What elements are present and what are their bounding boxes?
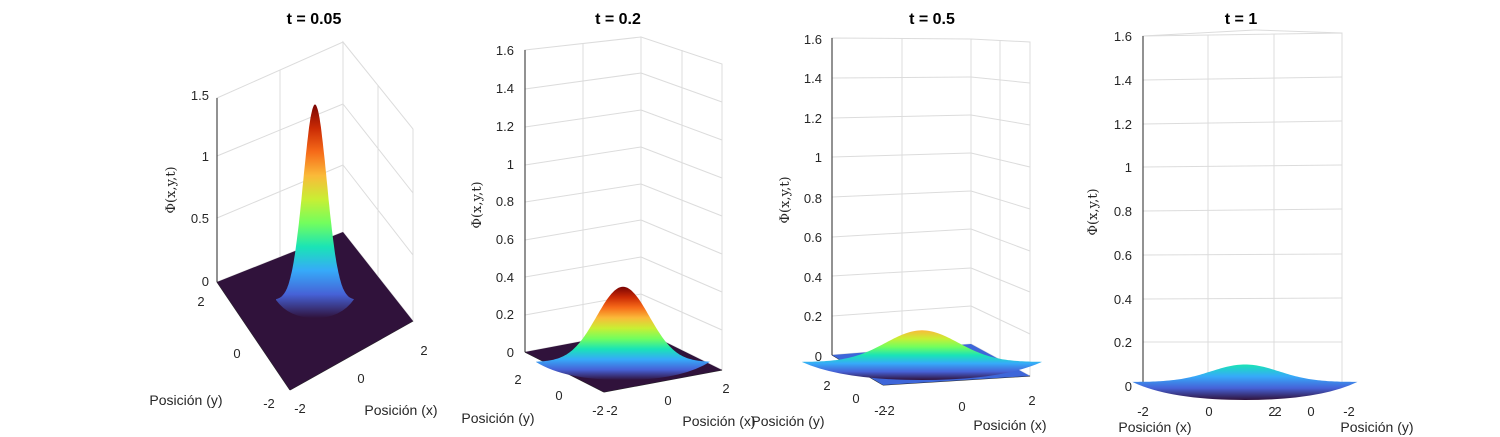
panel-2-ztick: 0.8 xyxy=(496,194,514,209)
panel-2-xtick: 0 xyxy=(664,393,671,408)
panel-3-ztick: 1.4 xyxy=(804,71,822,86)
panel-2-xtick: 2 xyxy=(722,381,729,396)
panel-1-ztick: 1.5 xyxy=(191,88,209,103)
panel-2-ytick: -2 xyxy=(592,403,604,418)
panel-1-xtick: 2 xyxy=(420,343,427,358)
panel-4-ztick: 0 xyxy=(1125,379,1132,394)
panel-3-ztick: 1.6 xyxy=(804,32,822,47)
panel-3-ztick: 1.2 xyxy=(804,111,822,126)
panel-2-grid xyxy=(524,36,723,371)
panel-4-xtick: 0 xyxy=(1205,404,1212,419)
panel-4-grid xyxy=(1142,29,1343,387)
panel-1-xlabel: Posición (x) xyxy=(364,402,437,418)
panel-3-ytick: 0 xyxy=(852,391,859,406)
panel-4-title: t = 1 xyxy=(1225,11,1258,28)
panel-4-ztick: 0.8 xyxy=(1114,204,1132,219)
panel-1-ztick: 0.5 xyxy=(191,211,209,226)
panel-1: t = 0.05 0 0.5 1 1.5 2 0 -2 xyxy=(149,11,437,418)
panel-2-ztick: 0.4 xyxy=(496,270,514,285)
panel-2-ztick: 0 xyxy=(507,345,514,360)
panel-2-ztick: 1 xyxy=(507,157,514,172)
panel-4-ztick: 0.2 xyxy=(1114,335,1132,350)
panel-1-ztick: 0 xyxy=(202,274,209,289)
panel-2-ytick: 0 xyxy=(555,388,562,403)
panel-3: t = 0.5 0 xyxy=(751,11,1046,433)
panel-3-ylabel: Posición (y) xyxy=(751,413,824,429)
panel-3-zticks: 0 0.2 0.4 0.6 0.8 1 1.2 1.4 1.6 xyxy=(804,32,822,364)
panel-3-ztick: 0.2 xyxy=(804,309,822,324)
panel-2-xtick: -2 xyxy=(606,403,618,418)
panel-2-title: t = 0.2 xyxy=(595,11,641,28)
panel-2-zlabel: Φ(x,y,t) xyxy=(470,181,485,228)
panel-4-xtick: -2 xyxy=(1137,404,1149,419)
panel-1-surface-peak xyxy=(276,104,354,319)
panel-4-xlabel: Posición (x) xyxy=(1118,419,1191,435)
panel-1-ylabel: Posición (y) xyxy=(149,392,222,408)
panel-3-xtick: -2 xyxy=(883,403,895,418)
panel-2-surface-peak xyxy=(536,286,710,380)
panel-4-ytick: 2 xyxy=(1274,404,1281,419)
panel-3-title: t = 0.5 xyxy=(909,11,955,28)
panel-2-ztick: 1.6 xyxy=(496,43,514,58)
panel-1-ztick: 1 xyxy=(202,149,209,164)
panel-3-ztick: 0.4 xyxy=(804,270,822,285)
panel-1-ytick: 2 xyxy=(197,294,204,309)
panel-2: t = 0.2 0 xyxy=(461,11,755,429)
panel-3-ztick: 1 xyxy=(815,150,822,165)
panel-3-yticks: 2 0 -2 xyxy=(823,378,885,418)
panel-1-yticks: 2 0 -2 xyxy=(197,294,274,411)
panel-3-ztick: 0 xyxy=(815,349,822,364)
panel-4-ztick: 0.6 xyxy=(1114,248,1132,263)
panel-4-surface-peak xyxy=(1132,364,1358,400)
panel-2-ylabel: Posición (y) xyxy=(461,410,534,426)
panel-2-xticks: -2 0 2 xyxy=(606,381,729,418)
panel-4-ytick: 0 xyxy=(1307,404,1314,419)
panel-3-xlabel: Posición (x) xyxy=(973,417,1046,433)
panel-2-ztick: 1.4 xyxy=(496,81,514,96)
panel-1-ytick: 0 xyxy=(233,346,240,361)
panel-2-zticks: 0 0.2 0.4 0.6 0.8 1 1.2 1.4 1.6 xyxy=(496,43,514,360)
panel-4-ylabel: Posición (y) xyxy=(1340,419,1413,435)
panel-1-ytick: -2 xyxy=(263,396,275,411)
panel-4-ztick: 1 xyxy=(1125,160,1132,175)
panel-4-yticks: 2 0 -2 xyxy=(1274,404,1354,419)
panel-2-xlabel: Posición (x) xyxy=(682,413,755,429)
panel-3-xticks: -2 0 2 xyxy=(883,393,1035,418)
panel-3-surface-peak xyxy=(802,330,1042,380)
panel-3-ztick: 0.6 xyxy=(804,230,822,245)
panel-1-xtick: -2 xyxy=(294,401,306,416)
panel-4-zticks: 0 0.2 0.4 0.6 0.8 1 1.2 1.4 1.6 xyxy=(1114,29,1132,394)
panel-2-ztick: 0.6 xyxy=(496,232,514,247)
panel-4-xtick: 2 xyxy=(1268,404,1275,419)
panel-4-zlabel: Φ(x,y,t) xyxy=(1086,188,1101,235)
panel-3-xtick: 0 xyxy=(958,399,965,414)
panel-4-ztick: 1.4 xyxy=(1114,73,1132,88)
panel-3-zlabel: Φ(x,y,t) xyxy=(778,176,793,223)
panel-1-xtick: 0 xyxy=(357,371,364,386)
panel-2-yticks: 2 0 -2 xyxy=(514,372,603,418)
panel-4: t = 1 0 0.2 0.4 0.6 0.8 1 xyxy=(1086,11,1414,435)
panel-3-grid xyxy=(831,37,1031,377)
panel-4-ztick: 1.6 xyxy=(1114,29,1132,44)
panel-1-title: t = 0.05 xyxy=(287,11,342,28)
panel-1-zticks: 0 0.5 1 1.5 xyxy=(191,88,209,289)
panel-3-xtick: 2 xyxy=(1028,393,1035,408)
panel-1-zlabel: Φ(x,y,t) xyxy=(164,166,179,213)
panel-2-ztick: 1.2 xyxy=(496,119,514,134)
panel-3-ztick: 0.8 xyxy=(804,191,822,206)
panel-4-ztick: 0.4 xyxy=(1114,292,1132,307)
panel-3-ytick: -2 xyxy=(874,403,886,418)
panel-4-ztick: 1.2 xyxy=(1114,117,1132,132)
panel-3-ytick: 2 xyxy=(823,378,830,393)
panel-2-ztick: 0.2 xyxy=(496,307,514,322)
panel-4-xticks: -2 0 2 xyxy=(1137,404,1275,419)
panel-2-ytick: 2 xyxy=(514,372,521,387)
panel-4-ytick: -2 xyxy=(1343,404,1355,419)
panel-1-xticks: -2 0 2 xyxy=(294,343,427,416)
